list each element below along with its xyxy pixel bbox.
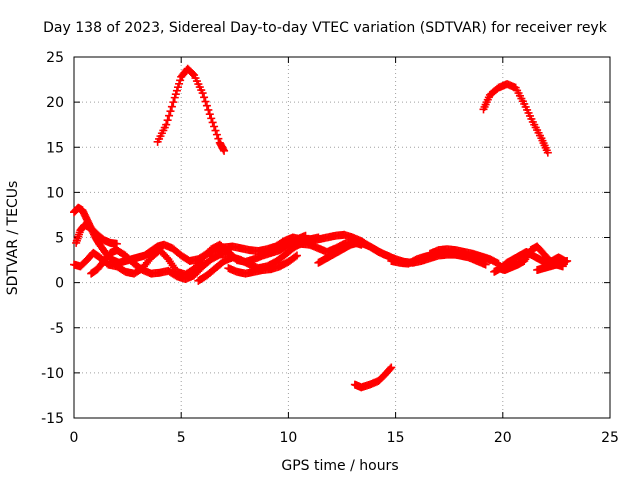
series-arc-d [72, 220, 121, 248]
data-point [387, 363, 396, 372]
data-point [166, 107, 175, 116]
data-point [207, 114, 216, 123]
data-point [201, 97, 210, 106]
x-axis-label: GPS time / hours [281, 458, 398, 474]
y-axis-label: SDTVAR / TECUs [5, 181, 21, 296]
data-point [220, 146, 229, 155]
x-tick-label: 10 [279, 430, 297, 446]
data-point [167, 102, 176, 111]
axis-ticks: 0 5 10 15 20 25 -15 -10 -5 0 5 10 15 20 25 [41, 50, 619, 446]
data-point [485, 256, 494, 265]
data-point [165, 111, 174, 120]
series-arc-peak-2 [479, 80, 552, 157]
x-tick-label: 20 [494, 430, 512, 446]
y-tick-label: 5 [55, 231, 64, 247]
series-arc-c [87, 246, 233, 284]
data-point [208, 118, 217, 127]
data-point [204, 105, 213, 114]
y-tick-label: 25 [46, 50, 64, 66]
x-tick-label: 0 [70, 430, 79, 446]
data-point [210, 122, 219, 131]
x-tick-label: 25 [601, 430, 619, 446]
data-point [112, 239, 121, 248]
data-point [214, 134, 223, 143]
series-arc-peak-1 [153, 64, 229, 155]
data-point [205, 110, 214, 119]
series-arc-f [224, 251, 301, 278]
y-tick-label: -15 [41, 411, 64, 427]
data-point [291, 252, 300, 261]
data-point [386, 364, 395, 373]
y-tick-label: 10 [46, 185, 64, 201]
y-tick-label: -5 [50, 321, 64, 337]
series-arc-n [533, 256, 572, 274]
data-point [211, 126, 220, 135]
x-tick-label: 5 [177, 430, 186, 446]
data-marks [70, 64, 572, 392]
x-tick-label: 15 [387, 430, 405, 446]
data-point [163, 116, 172, 125]
y-tick-label: 0 [55, 276, 64, 292]
series-arc-k [425, 245, 494, 265]
data-point [169, 98, 178, 107]
data-point [202, 101, 211, 110]
y-tick-label: 15 [46, 140, 64, 156]
data-point [188, 69, 197, 78]
data-point [162, 120, 171, 129]
data-point [543, 148, 552, 157]
chart-title: Day 138 of 2023, Sidereal Day-to-day VTE… [43, 20, 608, 36]
series-arc-h [288, 238, 366, 256]
series-arc-negative [350, 363, 396, 392]
data-point [357, 240, 366, 249]
data-point [314, 233, 323, 242]
data-point [212, 130, 221, 139]
data-point [200, 93, 209, 102]
data-point [563, 256, 572, 265]
y-tick-label: 20 [46, 95, 64, 111]
data-point [292, 251, 301, 260]
y-tick-label: -10 [41, 366, 64, 382]
data-point [198, 89, 207, 98]
